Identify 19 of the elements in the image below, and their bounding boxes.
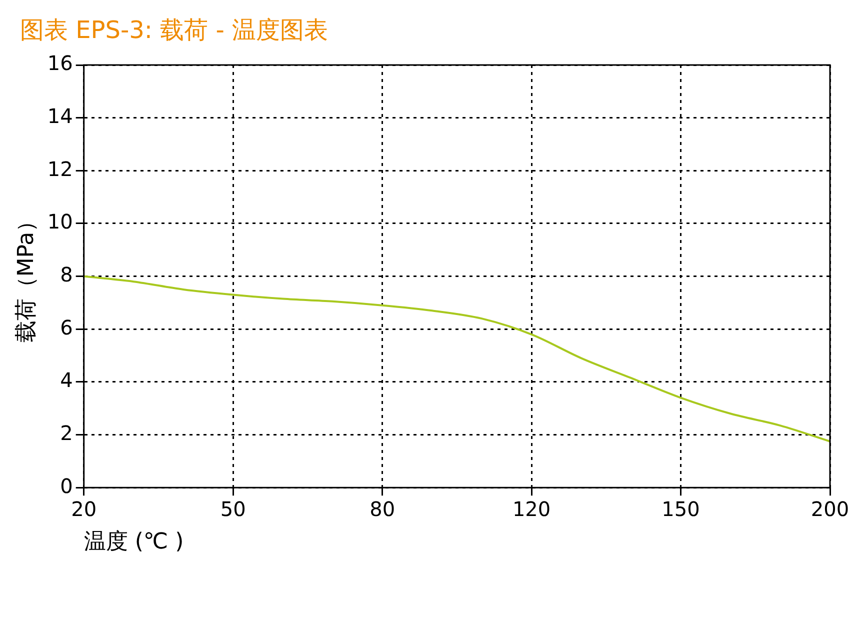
y-tick-label: 16: [47, 51, 73, 76]
y-tick-label: 8: [60, 262, 73, 287]
line-series: [82, 275, 831, 442]
y-tick-label: 6: [60, 315, 73, 340]
x-axis-title: 温度 (℃ ): [84, 530, 184, 555]
y-tick-label: 12: [47, 156, 73, 181]
x-tick-label: 20: [71, 496, 97, 521]
y-tick-label: 14: [47, 104, 73, 128]
x-tick-label: 80: [370, 496, 396, 521]
x-tick-label: 50: [220, 496, 246, 521]
x-tick-label: 150: [662, 496, 700, 521]
x-tick-label: 200: [810, 496, 850, 521]
y-tick-label: 10: [47, 210, 73, 234]
y-tick-label: 2: [60, 420, 73, 445]
x-tick-label: 120: [512, 496, 551, 521]
y-tick-label: 4: [60, 368, 73, 392]
y-tick-label: 0: [60, 474, 73, 498]
y-axis-title: 载荷（MPa）: [14, 210, 39, 343]
chart-title: 图表 EPS-3: 载荷 - 温度图表: [20, 15, 328, 46]
